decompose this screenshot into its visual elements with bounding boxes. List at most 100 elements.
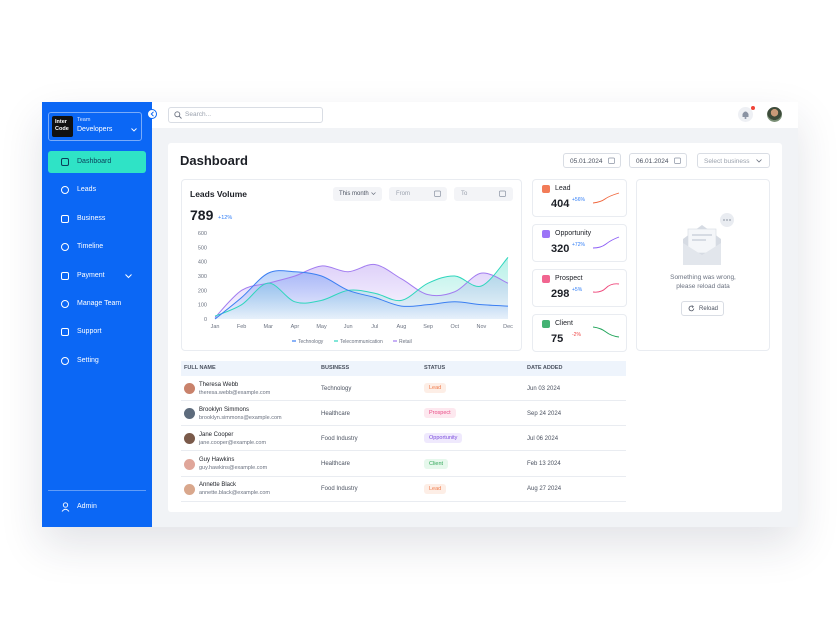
row-email: brooklyn.simmons@example.com xyxy=(199,414,282,421)
date-from-text: 05.01.2024 xyxy=(570,157,603,165)
nav-icon xyxy=(61,271,69,280)
y-tick-label: 400 xyxy=(198,260,207,266)
row-business: Healthcare xyxy=(321,461,351,468)
team-switcher[interactable] xyxy=(48,112,142,141)
table-header-cell: DATE ADDED xyxy=(527,365,563,371)
nav-label: Support xyxy=(77,328,102,336)
business-select[interactable]: Select business xyxy=(697,153,770,168)
reload-button[interactable]: Reload xyxy=(681,301,724,316)
reload-icon xyxy=(688,305,695,312)
error-message: please reload data xyxy=(676,283,730,290)
legend-label: Retail xyxy=(399,339,412,345)
row-name: Theresa Webb xyxy=(199,381,239,388)
nav-icon xyxy=(61,243,69,252)
table-row xyxy=(181,452,626,477)
x-tick-label: Feb xyxy=(237,324,246,330)
table-row xyxy=(181,401,626,427)
error-message: Something was wrong, xyxy=(670,274,736,281)
stat-label: Opportunity xyxy=(555,230,592,237)
reload-text: Reload xyxy=(699,305,719,312)
nav-icon xyxy=(61,300,69,308)
date-to[interactable]: 06.01.2024 xyxy=(629,153,687,168)
table-header-cell: BUSINESS xyxy=(321,365,350,371)
calendar-icon xyxy=(434,190,441,197)
x-tick-label: Nov xyxy=(476,324,486,330)
row-name: Jane Cooper xyxy=(199,431,234,438)
nav-label: Manage Team xyxy=(77,300,122,307)
leads-volume-card xyxy=(181,179,522,351)
date-to-text: 06.01.2024 xyxy=(636,157,669,165)
total-leads: 789 xyxy=(190,207,214,223)
x-tick-label: Apr xyxy=(291,324,300,330)
nav-label: Setting xyxy=(77,356,99,364)
row-business: Food Industry xyxy=(321,435,358,442)
period-select[interactable]: This month xyxy=(333,187,382,201)
row-email: guy.hawkins@example.com xyxy=(199,465,268,472)
area xyxy=(215,270,508,319)
y-tick-label: 100 xyxy=(198,303,207,309)
x-tick-label: Oct xyxy=(450,324,459,330)
y-tick-label: 200 xyxy=(198,288,207,294)
status-pill: Opportunity xyxy=(424,433,463,444)
row-date: Sep 24 2024 xyxy=(527,410,562,417)
chevron xyxy=(125,273,132,278)
collapse-icon xyxy=(150,111,154,117)
bell-icon xyxy=(742,111,749,119)
stat-change: -2% xyxy=(572,332,581,338)
status-pill: Prospect xyxy=(424,408,456,419)
to-input[interactable]: To xyxy=(454,187,513,201)
x-tick-label: Jan xyxy=(211,324,220,330)
stat-value: 75 xyxy=(551,333,564,345)
line xyxy=(214,257,509,317)
row-date: Jul 06 2024 xyxy=(527,435,559,442)
nav-label: Business xyxy=(77,214,106,222)
row-avatar xyxy=(184,483,195,495)
nav-label: Leads xyxy=(77,186,97,194)
nav-icon xyxy=(61,356,69,365)
admin-user[interactable]: Admin xyxy=(77,503,97,510)
status-pill: Lead xyxy=(424,383,447,393)
nav-icon xyxy=(61,328,69,337)
stat-label: Lead xyxy=(555,185,571,192)
from-input[interactable]: From xyxy=(389,187,447,201)
stat-icon xyxy=(542,185,550,193)
stat-card xyxy=(532,314,627,352)
row-name: Guy Hawkins xyxy=(199,457,235,464)
row-email: theresa.webb@example.com xyxy=(199,389,271,396)
leads-chart: 0 100 200 300 400 500 600 Jan Feb Mar Apr May Jun Jul… xyxy=(198,231,513,345)
row-business: Food Industry xyxy=(321,486,358,493)
row-email: jane.cooper@example.com xyxy=(199,439,267,446)
y-tick-label: 500 xyxy=(198,245,207,251)
total-change: +12% xyxy=(218,215,233,221)
nav-item[interactable] xyxy=(48,151,146,173)
stat-change: +56% xyxy=(572,197,585,203)
stat-icon xyxy=(542,230,550,238)
y-tick-label: 600 xyxy=(198,231,207,237)
row-business: Technology xyxy=(321,385,352,392)
search-box[interactable] xyxy=(168,107,323,123)
y-tick-label: 300 xyxy=(198,274,207,280)
nav-label: Timeline xyxy=(77,243,104,251)
stat-value: 298 xyxy=(551,288,570,300)
table-row xyxy=(181,426,626,452)
row-avatar xyxy=(184,458,195,470)
profile-avatar[interactable] xyxy=(767,107,782,122)
chevron xyxy=(756,159,762,163)
stat-card xyxy=(532,269,627,307)
sparkline xyxy=(593,283,620,293)
row-avatar xyxy=(184,433,195,445)
nav-label: Dashboard xyxy=(77,158,112,165)
logo-text: Code xyxy=(55,126,69,132)
nav-icon xyxy=(61,214,69,223)
team-name: Developers xyxy=(77,126,113,133)
table-row xyxy=(181,376,626,401)
stat-label: Client xyxy=(555,320,573,327)
card-title: Leads Volume xyxy=(190,189,247,199)
table-header-cell: FULL NAME xyxy=(184,365,216,371)
calendar-icon xyxy=(674,157,681,164)
empty-mail-illustration xyxy=(683,213,734,265)
date-from[interactable]: 05.01.2024 xyxy=(563,153,621,168)
business-select-text: Select business xyxy=(704,157,750,165)
search-placeholder: Search... xyxy=(185,111,212,118)
row-name: Annette Black xyxy=(199,482,237,489)
